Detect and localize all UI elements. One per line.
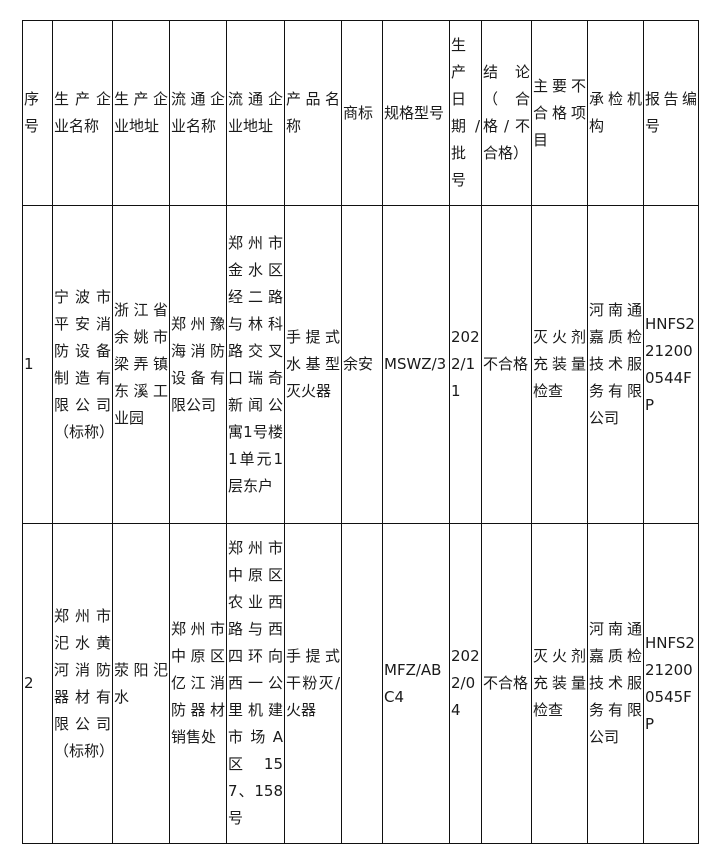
cell-manufacturer-address: 荥阳汜水 <box>112 523 170 844</box>
cell-distributor-address: 郑州市中原区农业西路与西四环向西一公里机建市场A区157、158号 <box>226 523 285 844</box>
cell-index: 1 <box>22 205 53 524</box>
table-row: 1 宁波市平安消防设备制造有限公司（标称） 浙江省余姚市梁弄镇东溪工业园 郑州豫… <box>22 205 699 524</box>
cell-inspector: 河南通嘉质检技术服务有限公司 <box>587 523 644 844</box>
cell-batch: 2022/04 <box>449 523 482 844</box>
cell-report-number: HNFS2212000545FP <box>643 523 699 844</box>
table-row: 2 郑州市汜水黄河消防器材有限公司（标称） 荥阳汜水 郑州市中原区亿江消防器材销… <box>22 523 699 844</box>
cell-manufacturer: 郑州市汜水黄河消防器材有限公司（标称） <box>52 523 114 844</box>
cell-brand <box>341 523 383 844</box>
cell-product-name: 手提式干粉灭/火器 <box>284 523 342 844</box>
header-cell: 承检机构 <box>587 20 644 206</box>
header-cell: 规格型号 <box>382 20 450 206</box>
header-cell: 生产日期/批号 <box>449 20 482 206</box>
table-header-row: 序号 生产企业名称 生产企业地址 流通企业名称 流通企业地址 产品名称 商标 规… <box>22 20 699 206</box>
cell-batch: 2022/11 <box>449 205 482 524</box>
header-cell: 流通企业名称 <box>169 20 227 206</box>
header-cell: 序号 <box>22 20 53 206</box>
header-cell: 生产企业名称 <box>52 20 113 206</box>
cell-conclusion: 不合格 <box>481 523 532 844</box>
cell-failed-item: 灭火剂充装量检查 <box>531 205 588 524</box>
header-cell: 流通企业地址 <box>226 20 285 206</box>
header-cell: 报告编号 <box>643 20 699 206</box>
cell-model: MSWZ/3 <box>382 205 450 524</box>
header-cell: 商标 <box>341 20 383 206</box>
cell-brand: 余安 <box>341 205 383 524</box>
cell-manufacturer-address: 浙江省余姚市梁弄镇东溪工业园 <box>112 205 170 524</box>
cell-index: 2 <box>22 523 53 844</box>
header-cell: 产品名称 <box>284 20 342 206</box>
header-cell: 生产企业地址 <box>112 20 170 206</box>
header-cell: 主要不合格项目 <box>531 20 588 206</box>
cell-product-name: 手提式水基型灭火器 <box>284 205 342 524</box>
cell-conclusion: 不合格 <box>481 205 532 524</box>
cell-manufacturer: 宁波市平安消防设备制造有限公司（标称） <box>52 205 114 524</box>
cell-failed-item: 灭火剂充装量检查 <box>531 523 588 844</box>
cell-distributor: 郑州豫海消防设备有限公司 <box>169 205 227 524</box>
cell-distributor-address: 郑州市金水区经二路与林科路交叉口瑞奇新闻公寓1号楼1单元1层东户 <box>226 205 285 524</box>
cell-report-number: HNFS2212000544FP <box>643 205 699 524</box>
cell-model: MFZ/ABC4 <box>382 523 450 844</box>
header-cell: 结论（合格/不合格） <box>481 20 532 206</box>
cell-distributor: 郑州市中原区亿江消防器材销售处 <box>169 523 227 844</box>
product-inspection-table: 序号 生产企业名称 生产企业地址 流通企业名称 流通企业地址 产品名称 商标 规… <box>22 20 699 844</box>
cell-inspector: 河南通嘉质检技术服务有限公司 <box>587 205 644 524</box>
